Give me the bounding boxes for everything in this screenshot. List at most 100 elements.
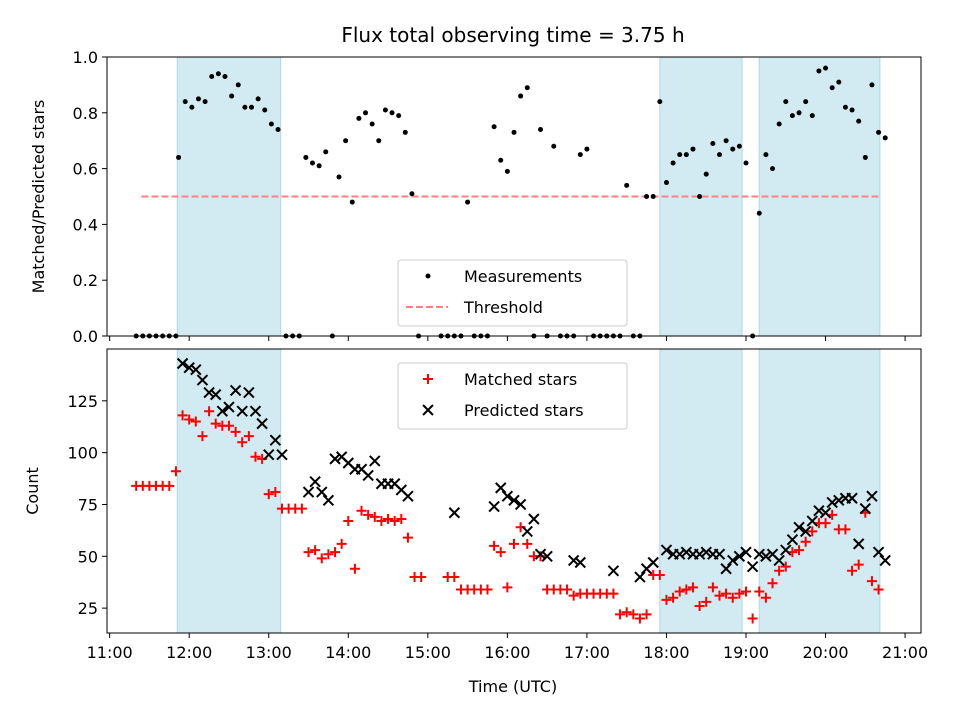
measurement-point (823, 65, 829, 71)
measurement-point (176, 154, 182, 160)
predicted-point (236, 405, 248, 417)
matched-point (316, 553, 327, 564)
measurement-point (538, 127, 544, 133)
predicted-point (826, 496, 838, 509)
x-tick-label: 11:00 (87, 643, 133, 662)
measurement-point (409, 191, 415, 197)
matched-point (184, 414, 195, 425)
predicted-point (720, 563, 732, 575)
measurement-point (577, 152, 583, 158)
measurement-point (756, 210, 762, 216)
measurement-point (644, 194, 650, 199)
measurement-point (202, 99, 208, 105)
legend-label: Measurements (464, 267, 582, 286)
measurement-point (763, 152, 769, 158)
matched-point (840, 524, 851, 535)
measurement-point (249, 104, 255, 110)
matched-point (349, 563, 360, 574)
predicted-point (541, 550, 553, 563)
measurement-point (657, 99, 663, 105)
predicted-point (528, 513, 540, 525)
predicted-point (674, 548, 686, 560)
predicted-point (607, 565, 620, 577)
matched-point (641, 609, 652, 620)
matched-point (396, 513, 407, 524)
y-tick-label: 75 (78, 495, 98, 514)
matched-point (449, 572, 460, 583)
legend-box (397, 259, 628, 327)
predicted-point (243, 386, 255, 399)
measurement-point (723, 138, 729, 144)
measurement-point (809, 113, 815, 119)
x-tick-label: 21:00 (882, 643, 928, 662)
x-tick-label: 17:00 (564, 643, 610, 662)
matched-point (389, 516, 400, 527)
matched-point (694, 601, 705, 612)
legend-marker-predicted (422, 404, 434, 416)
matched-point (741, 586, 752, 597)
measurement-point (710, 140, 716, 146)
matched-point (369, 511, 380, 522)
measurement-point (498, 157, 504, 163)
predicted-point (879, 554, 891, 567)
x-tick-label: 12:00 (166, 643, 212, 662)
matched-point (767, 578, 778, 589)
predicted-point (329, 453, 341, 465)
measurement-point (229, 93, 235, 99)
measurement-point (862, 154, 868, 160)
measurement-point (849, 107, 855, 113)
measurement-point (783, 99, 789, 105)
axes-frame (106, 56, 922, 337)
x-tick-label: 15:00 (405, 643, 451, 662)
predicted-point (176, 357, 189, 370)
measurement-point (743, 160, 749, 166)
measurement-point (663, 180, 669, 186)
measurement-point (504, 168, 510, 174)
predicted-point (302, 486, 315, 498)
y-axis-label: Matched/Predicted stars (29, 100, 48, 294)
measurement-point (209, 74, 215, 80)
predicted-point (322, 494, 335, 507)
matched-point (820, 518, 831, 529)
predicted-point (210, 388, 222, 401)
predicted-point (369, 455, 381, 467)
measurement-point (551, 143, 557, 149)
measurement-point (518, 93, 524, 99)
matched-point (780, 561, 791, 572)
y-tick-label: 50 (78, 547, 98, 566)
predicted-point (753, 548, 765, 560)
legend: Matched stars Predicted stars (397, 362, 628, 430)
measurement-point (829, 85, 835, 91)
matched-point (343, 516, 354, 527)
predicted-point (693, 548, 706, 560)
predicted-point (263, 449, 275, 461)
matched-point (760, 592, 771, 603)
x-tick-label: 19:00 (723, 643, 769, 662)
ratio-panel: 0.0 0.2 0.4 0.6 0.8 1.0 Matched/Predicted star… (29, 48, 922, 346)
matched-point (383, 513, 394, 524)
matched-point (807, 526, 818, 537)
matched-point (495, 547, 506, 558)
y-tick-label: 0.0 (73, 327, 98, 346)
predicted-point (740, 546, 752, 558)
matched-point (170, 466, 181, 477)
predicted-point (196, 374, 209, 386)
matched-point (522, 538, 533, 549)
measurement-point (222, 74, 228, 80)
measurement-point (524, 85, 530, 91)
predicted-point (660, 544, 673, 556)
measurement-point (215, 71, 221, 77)
measurement-point (402, 129, 408, 135)
matched-point (621, 607, 632, 618)
legend-label: Predicted stars (464, 401, 584, 420)
matched-point (568, 590, 579, 601)
chart-title: Flux total observing time = 3.75 h (341, 23, 684, 47)
predicted-point (700, 546, 712, 558)
measurement-point (584, 146, 590, 152)
matched-point (562, 584, 573, 595)
measurement-point (736, 143, 742, 149)
predicted-point (256, 417, 268, 430)
predicted-point (269, 434, 282, 446)
shaded-interval (758, 348, 881, 634)
